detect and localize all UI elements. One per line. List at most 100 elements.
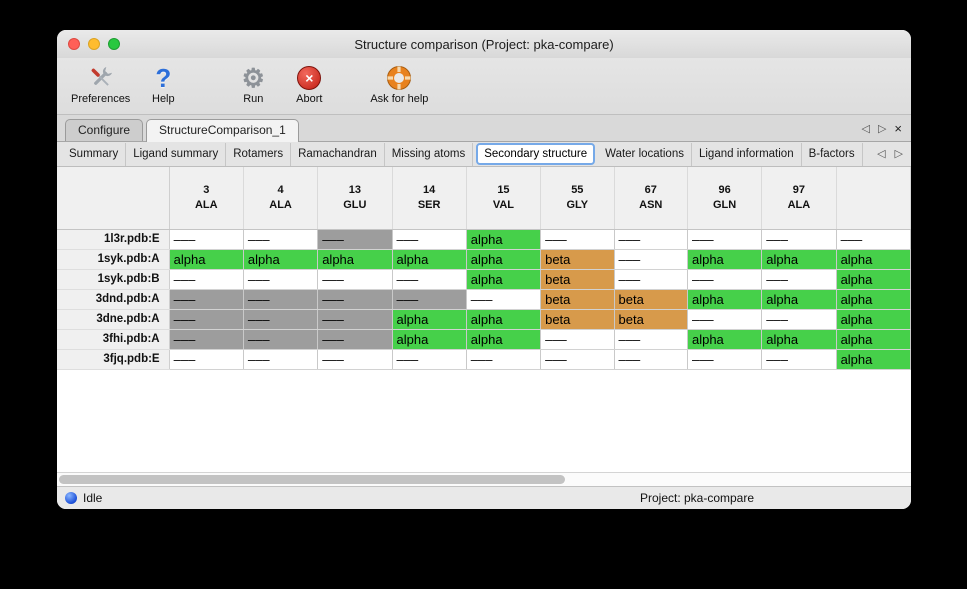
tab-scroll-left-icon[interactable]: ◁ <box>861 123 870 135</box>
ss-cell[interactable]: ––– <box>687 309 763 330</box>
ss-cell[interactable]: beta <box>540 289 615 310</box>
ss-cell[interactable]: ––– <box>317 229 393 250</box>
minimize-window-button[interactable] <box>88 38 100 50</box>
ss-cell[interactable]: ––– <box>392 289 467 310</box>
ss-cell[interactable]: alpha <box>392 249 467 270</box>
ss-cell[interactable]: alpha <box>169 249 244 270</box>
ss-cell[interactable]: ––– <box>392 269 467 290</box>
ss-cell[interactable]: alpha <box>243 249 319 270</box>
ss-cell[interactable]: ––– <box>243 309 319 330</box>
ss-cell[interactable]: ––– <box>243 329 319 350</box>
ss-cell[interactable]: ––– <box>169 229 244 250</box>
ss-cell[interactable]: ––– <box>614 269 688 290</box>
ss-cell[interactable]: alpha <box>836 329 911 350</box>
ss-cell[interactable]: ––– <box>243 349 319 370</box>
tab-close-icon[interactable]: × <box>894 121 902 136</box>
ss-cell[interactable]: ––– <box>169 289 244 310</box>
ss-cell[interactable]: alpha <box>392 329 467 350</box>
ss-cell[interactable]: ––– <box>169 269 244 290</box>
ss-cell[interactable]: alpha <box>761 329 837 350</box>
ss-cell[interactable]: ––– <box>317 329 393 350</box>
ss-cell[interactable]: ––– <box>836 229 911 250</box>
ss-cell[interactable]: ––– <box>243 269 319 290</box>
ss-cell[interactable]: alpha <box>761 249 837 270</box>
ss-cell[interactable]: alpha <box>687 249 763 270</box>
tab-rotamers[interactable]: Rotamers <box>226 142 292 166</box>
tab-scroll-right-icon[interactable]: ▷ <box>877 123 887 135</box>
ss-cell[interactable]: alpha <box>466 309 542 330</box>
tab-ligand-summary[interactable]: Ligand summary <box>126 142 227 166</box>
window-title: Structure comparison (Project: pka-compa… <box>354 36 614 52</box>
ss-cell[interactable]: alpha <box>466 229 542 250</box>
tab-b-factors[interactable]: B-factors <box>802 142 863 166</box>
scrollbar-thumb[interactable] <box>59 475 565 484</box>
tab-configure[interactable]: Configure <box>65 119 144 141</box>
ss-cell[interactable]: beta <box>614 309 688 330</box>
help-button[interactable]: ? Help <box>140 62 186 106</box>
ss-cell[interactable]: ––– <box>392 349 467 370</box>
ss-cell[interactable]: ––– <box>687 269 763 290</box>
ss-cell[interactable]: ––– <box>540 349 615 370</box>
ss-cell[interactable]: alpha <box>466 249 542 270</box>
zoom-window-button[interactable] <box>108 38 120 50</box>
ss-cell[interactable]: ––– <box>392 229 467 250</box>
ss-cell[interactable]: ––– <box>317 309 393 330</box>
abort-button[interactable]: × Abort <box>286 62 332 105</box>
ss-cell[interactable]: ––– <box>540 229 615 250</box>
horizontal-scrollbar[interactable] <box>57 472 911 486</box>
tab-summary[interactable]: Summary <box>62 142 127 166</box>
tab-structurecomparison-1[interactable]: StructureComparison_1 <box>146 119 299 142</box>
ss-cell[interactable]: ––– <box>761 229 837 250</box>
ss-cell[interactable]: alpha <box>836 289 911 310</box>
ss-cell[interactable]: ––– <box>614 229 688 250</box>
tab-missing-atoms[interactable]: Missing atoms <box>385 142 474 166</box>
tab-water-locations[interactable]: Water locations <box>598 142 692 166</box>
row-header: 3dnd.pdb:A <box>57 289 170 310</box>
preferences-button[interactable]: Preferences <box>71 62 130 105</box>
ss-cell[interactable]: ––– <box>687 229 763 250</box>
ss-cell[interactable]: alpha <box>836 349 911 370</box>
ss-cell[interactable]: alpha <box>392 309 467 330</box>
ss-cell[interactable]: ––– <box>614 329 688 350</box>
ss-cell[interactable]: ––– <box>466 289 542 310</box>
ss-cell[interactable]: beta <box>540 269 615 290</box>
close-window-button[interactable] <box>68 38 80 50</box>
ss-cell[interactable]: ––– <box>761 309 837 330</box>
ss-cell[interactable]: alpha <box>836 249 911 270</box>
ss-cell[interactable]: ––– <box>317 269 393 290</box>
ss-cell[interactable]: beta <box>614 289 688 310</box>
secondary-tab-scroll-left-icon[interactable]: ◁ <box>877 148 886 160</box>
ss-cell[interactable]: ––– <box>614 349 688 370</box>
ss-cell[interactable]: ––– <box>466 349 542 370</box>
ss-cell[interactable]: ––– <box>317 289 393 310</box>
ss-cell[interactable]: ––– <box>761 349 837 370</box>
ss-cell[interactable]: ––– <box>169 309 244 330</box>
ss-cell[interactable]: alpha <box>687 289 763 310</box>
run-button[interactable]: ⚙ Run <box>230 62 276 106</box>
column-header: 3 ALA <box>169 167 244 230</box>
ss-cell[interactable]: ––– <box>169 349 244 370</box>
ss-cell[interactable]: alpha <box>836 309 911 330</box>
ss-cell[interactable]: ––– <box>317 349 393 370</box>
ss-cell[interactable]: alpha <box>317 249 393 270</box>
status-indicator-icon <box>65 492 77 504</box>
ss-cell[interactable]: alpha <box>466 269 542 290</box>
ss-cell[interactable]: beta <box>540 309 615 330</box>
tab-ramachandran[interactable]: Ramachandran <box>291 142 385 166</box>
tab-secondary-structure[interactable]: Secondary structure <box>476 142 596 165</box>
ss-cell[interactable]: alpha <box>761 289 837 310</box>
ask-for-help-button[interactable]: Ask for help <box>370 62 428 105</box>
ss-cell[interactable]: ––– <box>614 249 688 270</box>
ss-cell[interactable]: alpha <box>836 269 911 290</box>
secondary-tab-scroll-right-icon[interactable]: ▷ <box>894 148 903 160</box>
ss-cell[interactable]: ––– <box>761 269 837 290</box>
tab-ligand-information[interactable]: Ligand information <box>692 142 802 166</box>
ss-cell[interactable]: ––– <box>243 229 319 250</box>
ss-cell[interactable]: ––– <box>243 289 319 310</box>
ss-cell[interactable]: beta <box>540 249 615 270</box>
ss-cell[interactable]: alpha <box>466 329 542 350</box>
ss-cell[interactable]: alpha <box>687 329 763 350</box>
ss-cell[interactable]: ––– <box>540 329 615 350</box>
ss-cell[interactable]: ––– <box>687 349 763 370</box>
ss-cell[interactable]: ––– <box>169 329 244 350</box>
